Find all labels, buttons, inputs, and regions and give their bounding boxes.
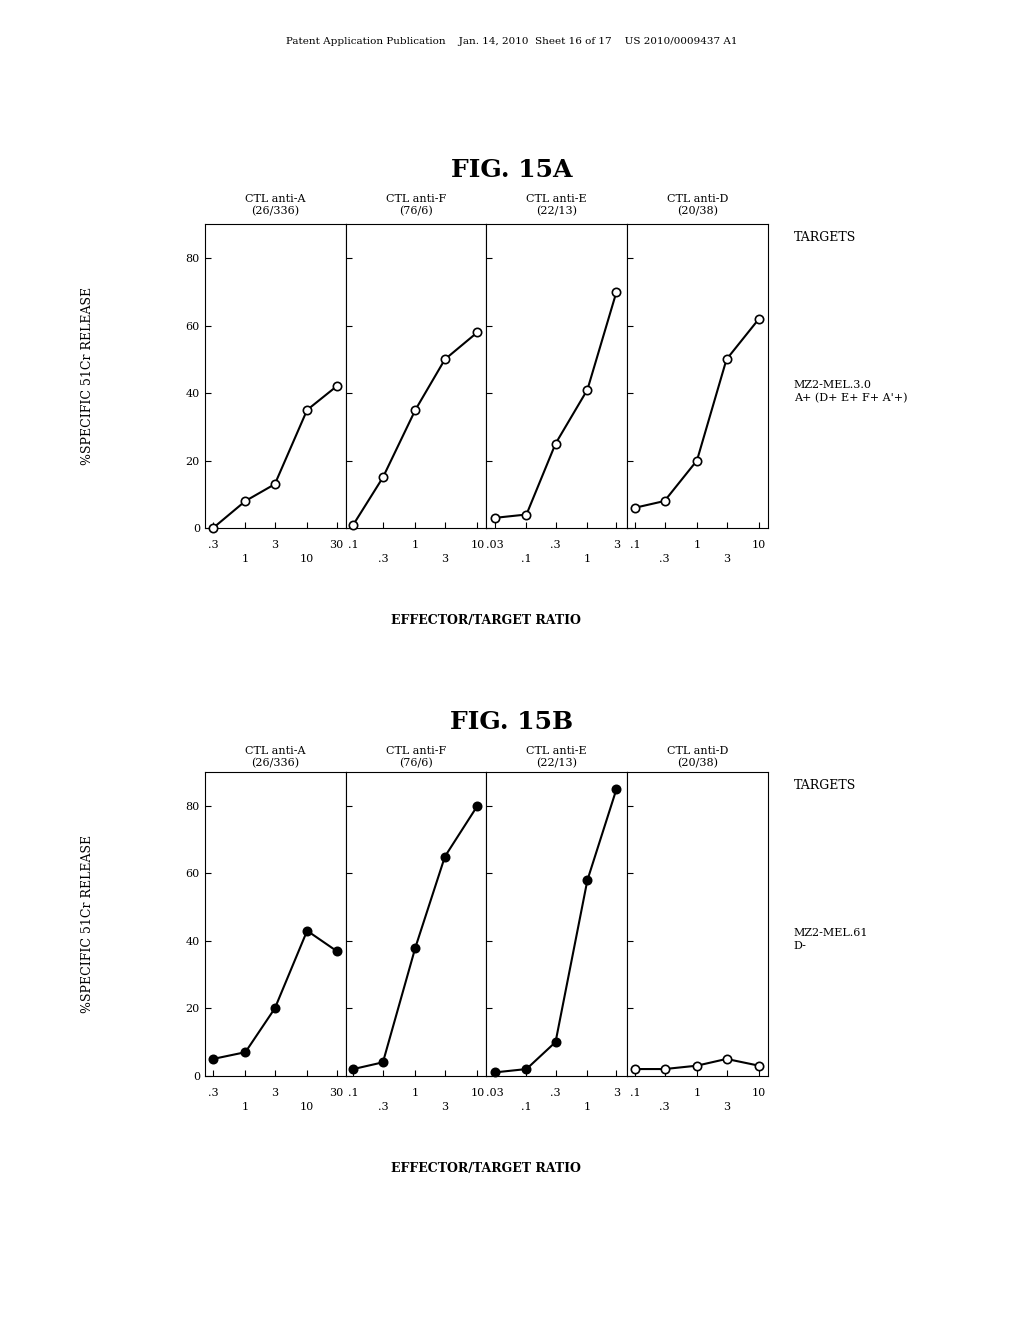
Text: .3: .3: [550, 1088, 561, 1098]
Text: 10: 10: [470, 1088, 484, 1098]
Text: CTL anti-A
(26/336): CTL anti-A (26/336): [245, 746, 305, 768]
Text: 3: 3: [613, 1088, 621, 1098]
Text: 3: 3: [441, 554, 449, 565]
Text: CTL anti-F
(76/6): CTL anti-F (76/6): [386, 194, 446, 216]
Text: .03: .03: [485, 540, 504, 550]
Text: 1: 1: [412, 540, 419, 550]
Text: 10: 10: [300, 554, 314, 565]
Text: .1: .1: [348, 540, 358, 550]
Text: 1: 1: [242, 1102, 249, 1113]
Text: 30: 30: [330, 540, 344, 550]
Text: .3: .3: [378, 554, 388, 565]
Text: .3: .3: [659, 554, 670, 565]
Text: .3: .3: [378, 1102, 388, 1113]
Text: EFFECTOR/TARGET RATIO: EFFECTOR/TARGET RATIO: [391, 1162, 582, 1175]
Text: .1: .1: [521, 554, 531, 565]
Text: 1: 1: [584, 554, 591, 565]
Text: MZ2-MEL.61
D-: MZ2-MEL.61 D-: [794, 928, 868, 950]
Text: CTL anti-E
(22/13): CTL anti-E (22/13): [526, 746, 587, 768]
Text: TARGETS: TARGETS: [794, 231, 856, 244]
Text: 3: 3: [271, 1088, 279, 1098]
Text: 30: 30: [330, 1088, 344, 1098]
Text: .1: .1: [521, 1102, 531, 1113]
Text: 3: 3: [441, 1102, 449, 1113]
Text: 1: 1: [412, 1088, 419, 1098]
Text: CTL anti-D
(20/38): CTL anti-D (20/38): [667, 194, 728, 216]
Text: .1: .1: [630, 1088, 640, 1098]
Text: 3: 3: [723, 1102, 730, 1113]
Text: 10: 10: [300, 1102, 314, 1113]
Text: CTL anti-A
(26/336): CTL anti-A (26/336): [245, 194, 305, 216]
Text: 3: 3: [613, 540, 621, 550]
Text: 10: 10: [752, 1088, 766, 1098]
Text: 10: 10: [470, 540, 484, 550]
Text: %SPECIFIC 51Cr RELEASE: %SPECIFIC 51Cr RELEASE: [81, 836, 93, 1012]
Text: .1: .1: [630, 540, 640, 550]
Text: 1: 1: [693, 1088, 700, 1098]
Text: .03: .03: [485, 1088, 504, 1098]
Text: .3: .3: [550, 540, 561, 550]
Text: 3: 3: [271, 540, 279, 550]
Text: .1: .1: [348, 1088, 358, 1098]
Text: .3: .3: [659, 1102, 670, 1113]
Text: FIG. 15B: FIG. 15B: [451, 710, 573, 734]
Text: 1: 1: [242, 554, 249, 565]
Text: MZ2-MEL.3.0
A+ (D+ E+ F+ A'+): MZ2-MEL.3.0 A+ (D+ E+ F+ A'+): [794, 380, 907, 403]
Text: CTL anti-D
(20/38): CTL anti-D (20/38): [667, 746, 728, 768]
Text: CTL anti-F
(76/6): CTL anti-F (76/6): [386, 746, 446, 768]
Text: .3: .3: [208, 540, 218, 550]
Text: EFFECTOR/TARGET RATIO: EFFECTOR/TARGET RATIO: [391, 614, 582, 627]
Text: 10: 10: [752, 540, 766, 550]
Text: .3: .3: [208, 1088, 218, 1098]
Text: 1: 1: [584, 1102, 591, 1113]
Text: Patent Application Publication    Jan. 14, 2010  Sheet 16 of 17    US 2010/00094: Patent Application Publication Jan. 14, …: [287, 37, 737, 46]
Text: 1: 1: [693, 540, 700, 550]
Text: TARGETS: TARGETS: [794, 779, 856, 792]
Text: FIG. 15A: FIG. 15A: [452, 158, 572, 182]
Text: %SPECIFIC 51Cr RELEASE: %SPECIFIC 51Cr RELEASE: [81, 288, 93, 465]
Text: CTL anti-E
(22/13): CTL anti-E (22/13): [526, 194, 587, 216]
Text: 3: 3: [723, 554, 730, 565]
